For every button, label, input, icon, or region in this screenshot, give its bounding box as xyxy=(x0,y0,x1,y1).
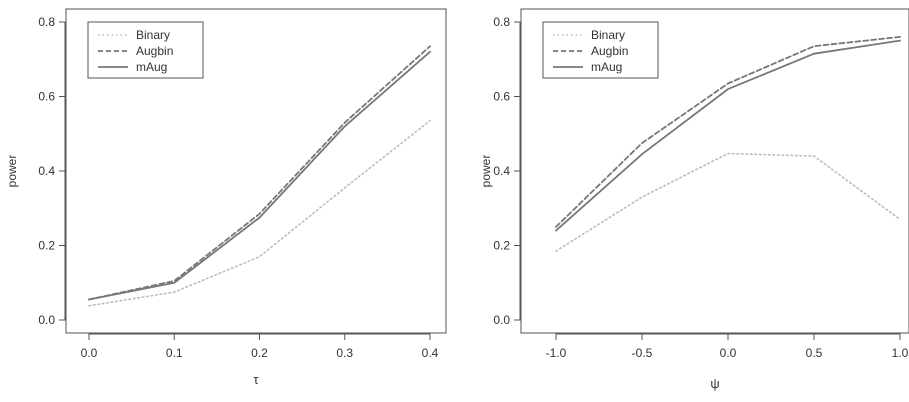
legend-label-maug: mAug xyxy=(136,60,167,74)
x-tick-label: 0.2 xyxy=(251,346,268,360)
series-line-binary xyxy=(88,119,431,307)
legend: Binary Augbin mAug xyxy=(87,21,204,79)
y-tick-label: 0.0 xyxy=(493,313,510,327)
y-axis-label: power xyxy=(5,155,19,188)
legend-label-augbin: Augbin xyxy=(591,44,628,58)
chart-panel-1: 0.0 0.2 0.4 0.6 0.8 0.0 0.1 0.2 0.3 0.4 power τ Bina… xyxy=(5,8,447,387)
x-tick-label: 0.4 xyxy=(422,346,439,360)
y-tick-label: 0.6 xyxy=(38,90,55,104)
x-axis-label: ψ xyxy=(710,376,719,391)
y-axis: 0.0 0.2 0.4 0.6 0.8 xyxy=(38,15,66,327)
series-line-maug xyxy=(555,39,901,232)
chart-panel-2: 0.0 0.2 0.4 0.6 0.8 -1.0 -0.5 0.0 0.5 1.0 power ψ Bi… xyxy=(479,8,909,391)
x-tick-label: 1.0 xyxy=(892,346,909,360)
series-line-augbin xyxy=(88,45,431,301)
series-line-augbin xyxy=(555,36,901,228)
x-axis-label: τ xyxy=(253,372,259,387)
x-tick-label: 0.5 xyxy=(806,346,823,360)
x-axis: -1.0 -0.5 0.0 0.5 1.0 xyxy=(546,333,909,360)
y-tick-label: 0.4 xyxy=(493,164,510,178)
x-tick-label: 0.0 xyxy=(720,346,737,360)
y-tick-label: 0.4 xyxy=(38,164,55,178)
series-line-binary xyxy=(555,152,901,252)
x-tick-label: 0.3 xyxy=(336,346,353,360)
y-tick-label: 0.2 xyxy=(493,239,510,253)
legend-box xyxy=(542,21,659,79)
y-axis-label: power xyxy=(479,155,493,188)
x-axis: 0.0 0.1 0.2 0.3 0.4 xyxy=(81,333,439,360)
x-tick-label: -1.0 xyxy=(546,346,567,360)
x-tick-label: 0.1 xyxy=(166,346,183,360)
legend-label-augbin: Augbin xyxy=(136,44,173,58)
y-tick-label: 0.2 xyxy=(38,239,55,253)
y-axis: 0.0 0.2 0.4 0.6 0.8 xyxy=(493,15,521,327)
y-tick-label: 0.8 xyxy=(38,15,55,29)
legend-box xyxy=(87,21,204,79)
x-tick-label: 0.0 xyxy=(81,346,98,360)
y-tick-label: 0.6 xyxy=(493,90,510,104)
y-tick-label: 0.8 xyxy=(493,15,510,29)
legend: Binary Augbin mAug xyxy=(542,21,659,79)
y-tick-label: 0.0 xyxy=(38,313,55,327)
series-line-maug xyxy=(88,50,431,301)
x-tick-label: -0.5 xyxy=(632,346,653,360)
legend-label-maug: mAug xyxy=(591,60,622,74)
legend-label-binary: Binary xyxy=(591,28,625,42)
legend-label-binary: Binary xyxy=(136,28,170,42)
